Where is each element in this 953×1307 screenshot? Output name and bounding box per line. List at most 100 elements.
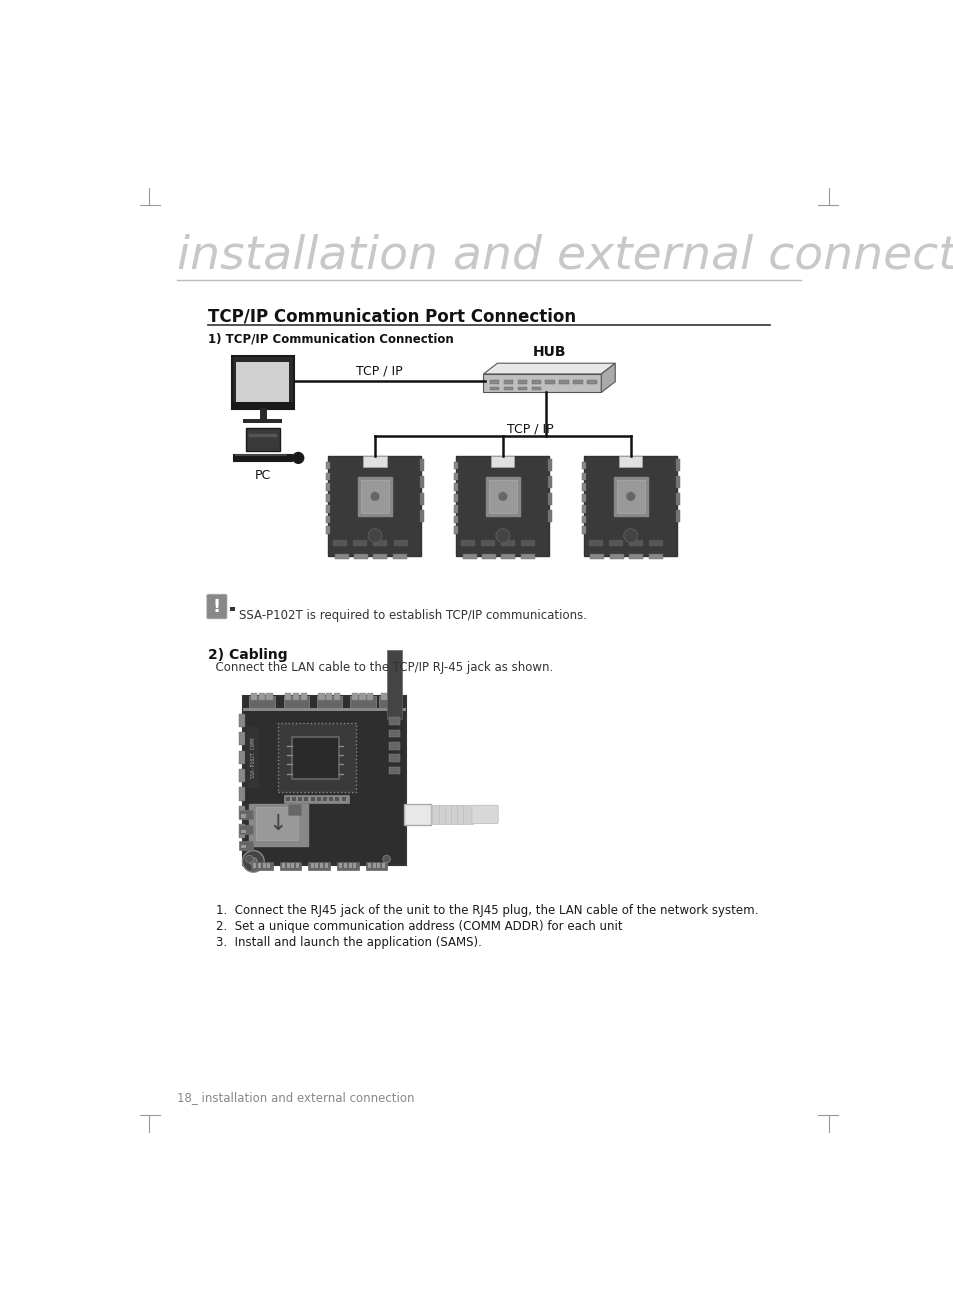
Bar: [255, 808, 298, 840]
Bar: [284, 795, 349, 802]
Bar: [381, 863, 385, 868]
Bar: [381, 693, 390, 701]
Text: Connect the LAN cable to the TCP/IP RJ-45 jack as shown.: Connect the LAN cable to the TCP/IP RJ-4…: [208, 661, 553, 674]
Polygon shape: [483, 363, 615, 374]
Bar: [323, 797, 327, 801]
Bar: [517, 380, 526, 384]
Bar: [311, 797, 314, 801]
FancyBboxPatch shape: [472, 805, 497, 823]
Bar: [363, 456, 386, 467]
Bar: [282, 863, 285, 868]
Bar: [293, 693, 298, 701]
Bar: [393, 554, 406, 559]
Bar: [266, 693, 273, 701]
Bar: [311, 863, 314, 868]
Polygon shape: [483, 374, 600, 392]
Bar: [608, 540, 622, 546]
Bar: [239, 732, 245, 745]
Bar: [239, 840, 253, 850]
Bar: [245, 427, 280, 451]
Circle shape: [370, 491, 379, 501]
Bar: [253, 863, 256, 868]
Circle shape: [497, 491, 507, 501]
Bar: [341, 797, 345, 801]
Bar: [547, 459, 551, 471]
Bar: [291, 863, 294, 868]
Bar: [531, 380, 540, 384]
Bar: [547, 493, 551, 505]
Bar: [328, 456, 421, 555]
Bar: [613, 477, 647, 516]
Bar: [547, 510, 551, 521]
Bar: [329, 797, 333, 801]
Bar: [431, 805, 473, 823]
Bar: [488, 480, 517, 512]
Bar: [462, 554, 476, 559]
Bar: [419, 493, 423, 505]
Bar: [249, 804, 307, 846]
Bar: [373, 863, 375, 868]
Bar: [489, 387, 498, 391]
Bar: [419, 459, 423, 471]
Circle shape: [382, 855, 390, 863]
Bar: [590, 554, 604, 559]
Bar: [239, 810, 253, 819]
Circle shape: [623, 529, 637, 542]
Bar: [545, 380, 555, 384]
Bar: [675, 459, 679, 471]
Bar: [354, 554, 368, 559]
Bar: [500, 540, 515, 546]
Bar: [386, 650, 402, 719]
Bar: [247, 727, 258, 788]
Bar: [377, 863, 380, 868]
Bar: [581, 505, 585, 512]
Text: 2) Cabling: 2) Cabling: [208, 648, 288, 663]
Bar: [344, 863, 347, 868]
Bar: [326, 505, 330, 512]
Bar: [609, 554, 623, 559]
Bar: [581, 527, 585, 535]
Bar: [353, 863, 356, 868]
Text: 1.  Connect the RJ45 jack of the unit to the RJ45 plug, the LAN cable of the net: 1. Connect the RJ45 jack of the unit to …: [216, 903, 758, 916]
Bar: [239, 806, 245, 819]
Bar: [521, 540, 535, 546]
Bar: [481, 554, 496, 559]
Bar: [308, 863, 330, 870]
Bar: [316, 797, 320, 801]
Text: installation and external connection: installation and external connection: [177, 234, 953, 278]
Bar: [251, 693, 257, 701]
Bar: [241, 814, 245, 817]
Bar: [353, 540, 367, 546]
Text: SSA-P102T COMM: SSA-P102T COMM: [251, 737, 255, 778]
Bar: [394, 540, 407, 546]
Bar: [278, 723, 355, 792]
Bar: [675, 476, 679, 488]
Bar: [319, 863, 323, 868]
Bar: [243, 695, 406, 865]
Bar: [339, 863, 342, 868]
Bar: [389, 718, 399, 725]
Bar: [334, 693, 340, 701]
Bar: [491, 456, 514, 467]
Bar: [318, 693, 324, 701]
Bar: [348, 863, 352, 868]
Bar: [378, 695, 393, 710]
Bar: [239, 714, 245, 727]
Bar: [326, 693, 332, 701]
Bar: [232, 401, 294, 409]
Text: 1) TCP/IP Communication Connection: 1) TCP/IP Communication Connection: [208, 332, 454, 345]
Bar: [531, 387, 540, 391]
Bar: [300, 693, 307, 701]
Bar: [230, 606, 234, 612]
Bar: [262, 863, 266, 868]
Bar: [243, 708, 406, 711]
Bar: [454, 505, 457, 512]
Bar: [581, 461, 585, 469]
Bar: [629, 540, 642, 546]
Bar: [547, 476, 551, 488]
Bar: [326, 473, 330, 480]
FancyBboxPatch shape: [207, 595, 227, 618]
Bar: [460, 540, 475, 546]
Bar: [456, 456, 549, 555]
Text: SSA-P102T is required to establish TCP/IP communications.: SSA-P102T is required to establish TCP/I…: [239, 609, 587, 622]
